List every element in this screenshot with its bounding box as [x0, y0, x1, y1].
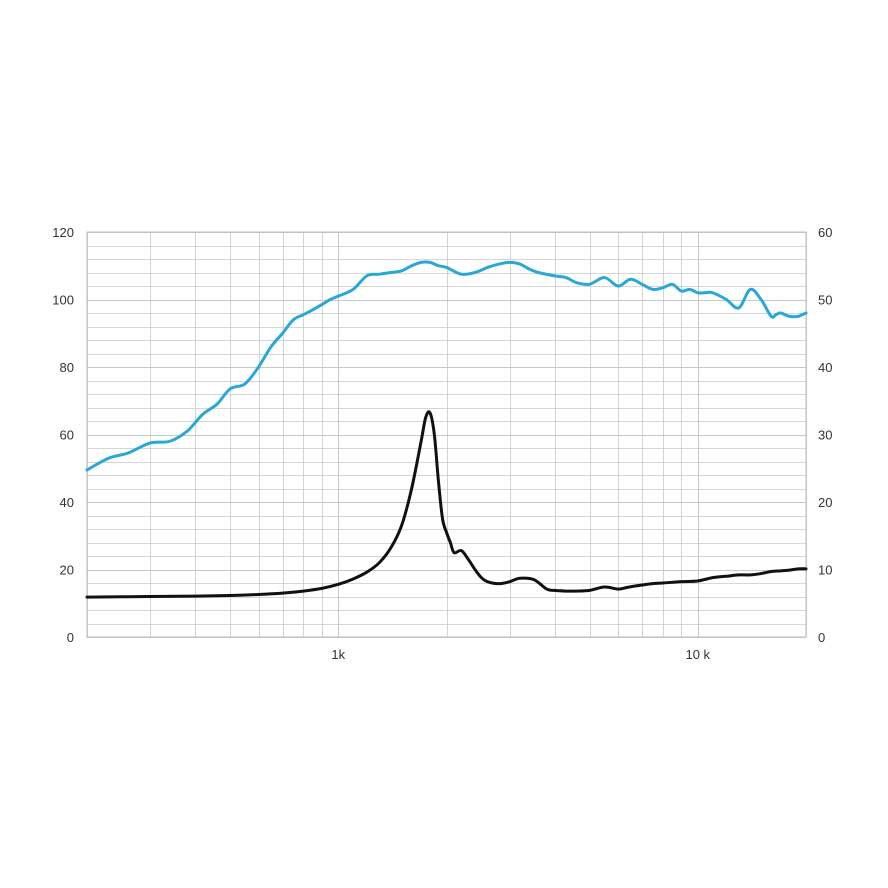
y-left-tick-label: 40	[60, 495, 74, 510]
series-line-impedance	[85, 410, 808, 599]
y-right-tick-label: 60	[818, 225, 832, 240]
x-tick-label: 10 k	[685, 647, 710, 662]
y-right-tick-label: 40	[818, 360, 832, 375]
right-axis-tick-labels: 0 10 20 30 40 50 60	[818, 225, 832, 645]
y-right-tick-label: 10	[818, 563, 832, 578]
y-right-tick-label: 20	[818, 495, 832, 510]
left-axis-tick-labels: 0 20 40 60 80 100 120	[52, 225, 74, 645]
y-right-tick-label: 50	[818, 293, 832, 308]
y-left-tick-label: 120	[52, 225, 74, 240]
y-left-tick-label: 20	[60, 563, 74, 578]
series-layer	[85, 260, 808, 599]
x-tick-label: 1k	[331, 647, 345, 662]
y-right-tick-label: 0	[818, 630, 825, 645]
plot-area-frame	[86, 231, 807, 638]
grid-minor	[87, 232, 807, 637]
y-right-tick-label: 30	[818, 428, 832, 443]
x-axis-tick-labels: 1k 10 k	[331, 647, 710, 662]
y-left-tick-label: 80	[60, 360, 74, 375]
y-left-tick-label: 0	[67, 630, 74, 645]
series-line-frequency-response	[85, 260, 808, 472]
y-left-tick-label: 60	[60, 428, 74, 443]
y-left-tick-label: 100	[52, 293, 74, 308]
